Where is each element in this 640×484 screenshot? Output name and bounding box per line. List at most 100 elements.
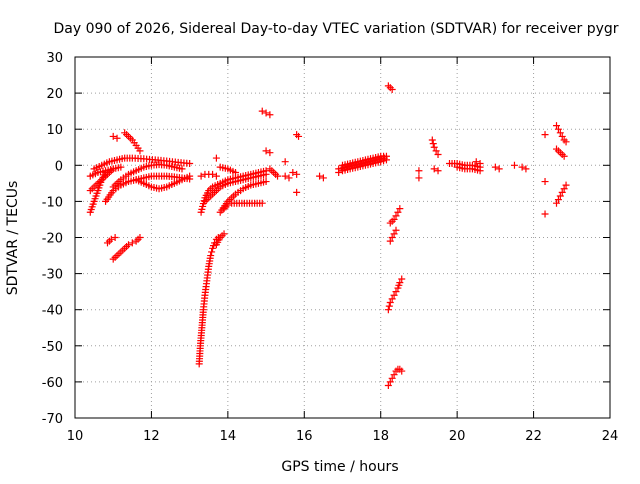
data-point-arc-29 [316, 172, 324, 180]
axis-ticks [74, 56, 611, 419]
y-tick-label: -50 [42, 340, 63, 355]
y-axis-title: SDTVAR / TECUs [5, 181, 21, 296]
data-point-arc-37 [384, 382, 392, 390]
data-point-arc-53 [556, 192, 564, 200]
data-point-arc-03 [186, 159, 194, 167]
data-point-arc-35 [388, 234, 396, 241]
x-tick-label: 18 [372, 429, 389, 444]
data-point-arc-16 [262, 178, 270, 186]
y-tick-label: 20 [46, 87, 63, 102]
data-point-arc-50 [541, 210, 549, 218]
data-point-arc-21 [262, 109, 270, 117]
gridlines [75, 57, 610, 418]
data-point-arc-53 [553, 199, 560, 207]
data-point-arc-53 [562, 181, 570, 189]
data-point-arc-40 [432, 147, 440, 155]
data-point-arc-38 [415, 167, 423, 175]
data-point-arc-37 [388, 374, 396, 382]
data-point-arc-36 [390, 291, 398, 299]
y-tick-label: -70 [42, 412, 63, 427]
data-point-arc-46 [510, 161, 518, 169]
x-tick-label: 24 [602, 429, 619, 444]
data-point-arc-10 [107, 235, 115, 243]
data-point-arc-53 [558, 188, 566, 196]
data-point-arc-25 [281, 172, 289, 180]
data-point-arc-13 [220, 230, 228, 238]
data-point-arc-17 [224, 201, 232, 209]
data-point-arc-37 [398, 367, 406, 375]
data-point-arc-25 [285, 174, 293, 182]
data-point-arc-45 [491, 163, 499, 171]
data-point-arc-33 [388, 85, 396, 93]
y-tick-label: -10 [42, 195, 63, 210]
data-point-arc-19 [232, 169, 239, 177]
data-point-arc-18 [209, 170, 217, 178]
data-point-arc-23 [274, 172, 282, 180]
data-point-arc-37 [390, 371, 398, 379]
data-point-arc-51 [553, 122, 560, 130]
data-point-arc-39 [415, 174, 423, 182]
data-point-arc-27 [293, 170, 301, 178]
data-point-arc-53 [554, 196, 562, 204]
data-point-arc-17 [258, 199, 266, 207]
data-point-arc-26 [295, 132, 303, 140]
data-point-arc-34 [390, 215, 398, 223]
data-point-arc-15 [262, 170, 270, 178]
data-point-arc-09 [113, 134, 121, 142]
data-point-arc-09 [109, 132, 117, 140]
data-point-arc-40 [434, 150, 442, 158]
data-point-arc-04 [109, 165, 117, 173]
data-point-arc-51 [554, 125, 562, 133]
data-point-arc-06 [178, 165, 186, 173]
x-tick-label: 22 [525, 429, 542, 444]
data-point-arc-51 [562, 138, 570, 146]
y-tick-label: 10 [46, 123, 63, 138]
data-point-arc-47 [522, 165, 530, 173]
data-point-arc-12 [207, 252, 215, 260]
y-tick-label: -20 [42, 232, 63, 247]
data-point-arc-11 [128, 239, 136, 247]
y-tick-label: -60 [42, 376, 63, 391]
y-tick-label: 0 [55, 159, 63, 174]
y-tick-labels: 30 20 10 0 -10 -20 -30 -40 -50 -60 -70 [42, 51, 63, 427]
data-point-arc-36 [398, 275, 406, 283]
x-tick-label: 14 [220, 429, 237, 444]
data-point-arc-21 [258, 107, 266, 115]
data-point-arc-49 [541, 178, 549, 186]
data-point-arc-11 [125, 241, 132, 249]
data-point-arc-45 [495, 165, 503, 173]
data-point-arc-43 [476, 167, 484, 175]
data-point-arc-40 [430, 143, 438, 151]
y-tick-label: -30 [42, 268, 63, 283]
data-point-arc-53 [560, 185, 568, 193]
data-point-arc-52 [560, 152, 568, 160]
data-point-arc-36 [385, 302, 393, 310]
data-point-arc-44 [476, 159, 484, 167]
data-point-arc-32 [381, 154, 389, 162]
data-point-arc-34 [394, 208, 402, 216]
data-point-arc-36 [388, 295, 396, 303]
x-axis-title: GPS time / hours [281, 459, 398, 475]
data-point-arc-28 [293, 188, 301, 196]
data-point-arc-11 [136, 234, 144, 241]
data-point-arc-27 [289, 169, 297, 177]
data-point-arc-02 [117, 163, 125, 171]
y-tick-label: 30 [46, 51, 63, 66]
data-point-arc-48 [541, 131, 549, 139]
data-points [86, 82, 570, 390]
data-point-arc-12 [208, 248, 216, 256]
data-point-arc-18 [197, 172, 205, 180]
data-point-arc-22 [266, 149, 274, 157]
data-point-arc-40 [428, 136, 436, 144]
data-point-arc-07 [186, 172, 194, 180]
data-point-arc-47 [518, 163, 526, 171]
data-point-arc-36 [384, 306, 392, 314]
x-tick-label: 10 [67, 429, 84, 444]
data-point-arc-21 [266, 111, 274, 119]
y-tick-label: -40 [42, 304, 63, 319]
data-point-arc-35 [386, 237, 394, 245]
data-point-arc-34 [392, 212, 400, 220]
